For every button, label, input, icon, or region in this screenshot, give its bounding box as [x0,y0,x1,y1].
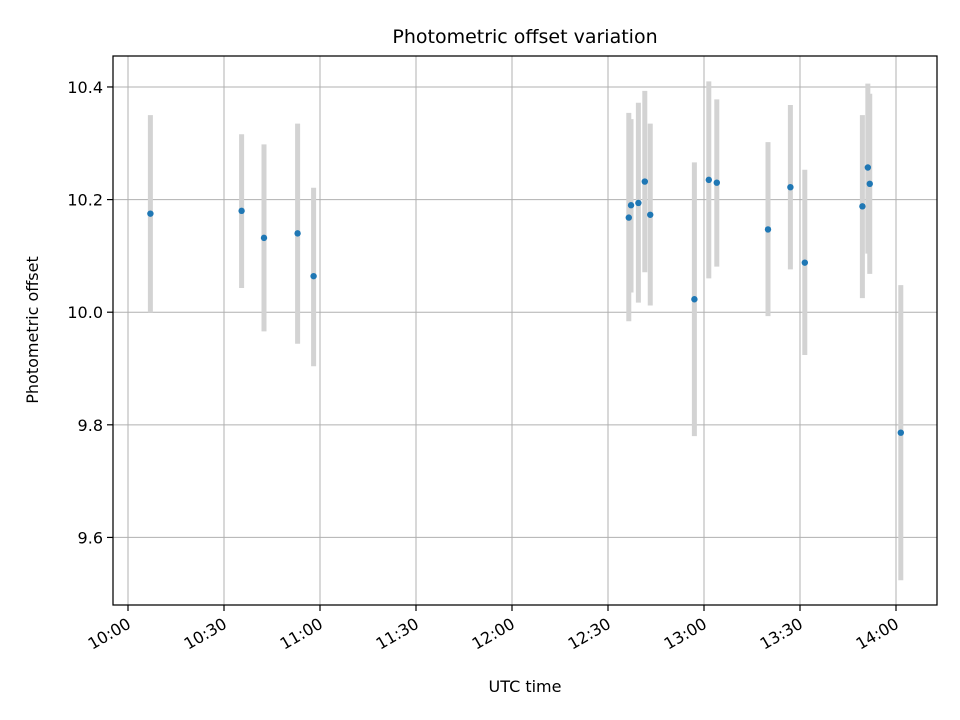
data-point [713,179,720,186]
data-point [260,234,268,242]
data-points [147,164,904,436]
data-point [627,202,635,209]
data-point [764,226,772,233]
chart-title: Photometric offset variation [392,26,657,48]
y-tick-label: 9.6 [78,528,103,547]
y-axis-label: Photometric offset [23,256,42,404]
data-point [310,272,317,280]
data-point [625,214,632,221]
data-point [647,211,654,218]
data-point [897,429,904,436]
data-point [801,259,808,266]
plot-frame [112,55,938,606]
y-tick-label: 10.4 [67,78,103,97]
x-axis-label: UTC time [489,677,562,696]
data-point [866,180,873,188]
y-tick-label: 10.0 [67,303,103,322]
y-tick-label: 10.2 [67,191,103,210]
data-point [787,183,794,191]
data-point [238,207,245,215]
data-point [147,210,154,217]
data-point [294,230,301,237]
data-point [864,164,872,171]
data-point [691,296,698,303]
grid [113,56,937,605]
data-point [635,199,642,207]
y-tick-label: 9.8 [78,416,103,435]
data-point [641,178,648,185]
data-point [859,203,866,210]
data-point [705,176,712,184]
y-axis-ticks: 9.6 9.8 10.0 10.2 10.4 [67,78,113,547]
